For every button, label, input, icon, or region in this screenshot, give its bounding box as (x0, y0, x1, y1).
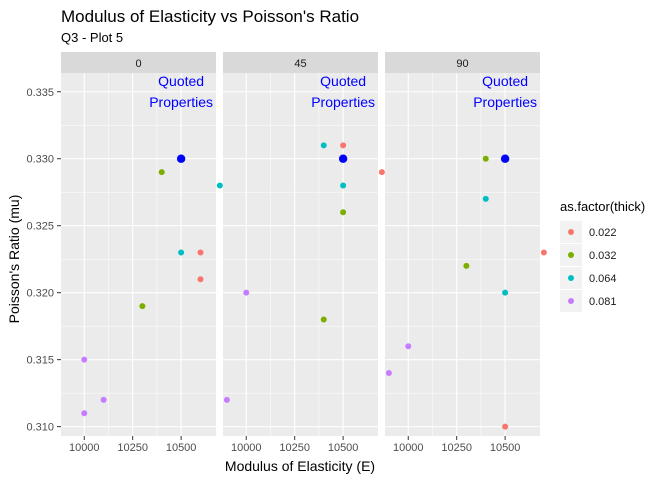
data-point (81, 410, 88, 417)
data-point (139, 303, 146, 310)
facet-strip-label: 45 (294, 58, 306, 70)
legend-label: 0.022 (589, 227, 617, 239)
chart-title: Modulus of Elasticity vs Poisson's Ratio (61, 7, 359, 26)
y-tick-label: 0.335 (26, 87, 54, 99)
y-axis-title: Poisson's Ratio (mu) (6, 195, 22, 324)
facet-strip (385, 52, 540, 73)
x-axis-title: Modulus of Elasticity (E) (225, 458, 375, 474)
x-tick-label: 10250 (441, 442, 472, 454)
x-tick-label: 10000 (393, 442, 424, 454)
quoted-properties-point (176, 154, 186, 163)
data-point (405, 343, 412, 350)
panel-background (385, 73, 540, 436)
y-tick-label: 0.315 (26, 355, 54, 367)
panel-background (61, 73, 216, 436)
facet-strip (223, 52, 378, 73)
quoted-properties-point (500, 154, 510, 163)
data-point (223, 396, 230, 403)
annotation-quoted: Quoted (482, 73, 528, 89)
legend: as.factor(thick) 0.022 0.032 0.064 0.081 (560, 199, 645, 312)
x-tick-label: 10500 (166, 442, 197, 454)
data-point (340, 182, 347, 189)
x-tick-label: 10000 (231, 442, 262, 454)
facet-strip-label: 90 (456, 58, 468, 70)
data-point (197, 249, 204, 256)
legend-key (568, 298, 574, 304)
data-point (81, 356, 88, 363)
x-tick-label: 10250 (117, 442, 148, 454)
facet-strip (61, 52, 216, 73)
data-point (100, 396, 107, 403)
legend-title: as.factor(thick) (560, 199, 645, 214)
annotation-properties: Properties (149, 94, 213, 110)
data-point (463, 262, 470, 269)
annotation-properties: Properties (311, 94, 375, 110)
data-point (385, 370, 392, 377)
legend-label: 0.064 (589, 273, 617, 285)
x-tick-label: 10500 (328, 442, 359, 454)
y-tick-label: 0.310 (26, 422, 54, 434)
annotation-quoted: Quoted (320, 73, 366, 89)
data-point (502, 423, 509, 430)
quoted-properties-point (338, 154, 348, 163)
data-point (502, 289, 509, 296)
data-point (197, 276, 204, 283)
data-point (178, 249, 185, 256)
facet-strip-label: 0 (135, 58, 141, 70)
legend-key (568, 229, 574, 235)
facet-panel-90: 90 10000 10250 10500 Quoted Properties (385, 52, 547, 454)
data-point (482, 155, 489, 162)
data-point (340, 142, 347, 149)
data-point (320, 142, 327, 149)
y-tick-label: 0.325 (26, 221, 54, 233)
x-tick-label: 10500 (490, 442, 521, 454)
data-point (243, 289, 250, 296)
data-point (482, 195, 489, 202)
data-point (340, 209, 347, 216)
legend-key (568, 275, 574, 281)
data-point (378, 169, 385, 176)
legend-label: 0.032 (589, 250, 617, 262)
y-tick-label: 0.330 (26, 154, 54, 166)
legend-key (568, 252, 574, 258)
legend-label: 0.081 (589, 296, 617, 308)
facet-panel-0: 0 10000 10250 10500 Quoted Properties (61, 52, 223, 454)
data-point (158, 169, 165, 176)
annotation-quoted: Quoted (158, 73, 204, 89)
facet-panels: 0.310 0.315 0.320 0.325 0.330 0.335 0 10000 1025… (26, 52, 547, 454)
annotation-properties: Properties (473, 94, 537, 110)
x-tick-label: 10250 (279, 442, 310, 454)
y-tick-label: 0.320 (26, 288, 54, 300)
chart-subtitle: Q3 - Plot 5 (61, 30, 123, 45)
panel-background (223, 73, 378, 436)
data-point (540, 249, 547, 256)
data-point (320, 316, 327, 323)
x-tick-label: 10000 (69, 442, 100, 454)
facet-panel-45: 45 10000 10250 10500 Quoted Properties (223, 52, 385, 454)
data-point (216, 182, 223, 189)
